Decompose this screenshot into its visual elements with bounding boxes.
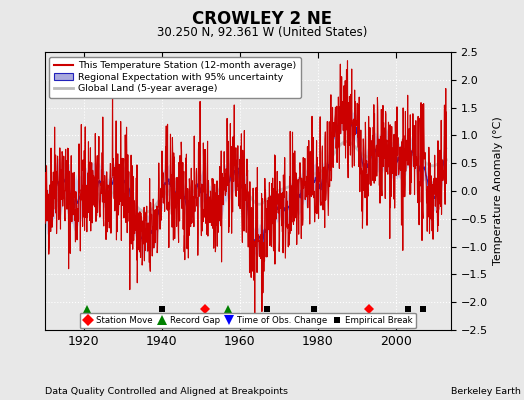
Y-axis label: Temperature Anomaly (°C): Temperature Anomaly (°C) — [493, 117, 503, 265]
Text: 30.250 N, 92.361 W (United States): 30.250 N, 92.361 W (United States) — [157, 26, 367, 39]
Text: Berkeley Earth: Berkeley Earth — [451, 387, 520, 396]
Text: Data Quality Controlled and Aligned at Breakpoints: Data Quality Controlled and Aligned at B… — [45, 387, 288, 396]
Text: CROWLEY 2 NE: CROWLEY 2 NE — [192, 10, 332, 28]
Legend: Station Move, Record Gap, Time of Obs. Change, Empirical Break: Station Move, Record Gap, Time of Obs. C… — [80, 312, 416, 328]
